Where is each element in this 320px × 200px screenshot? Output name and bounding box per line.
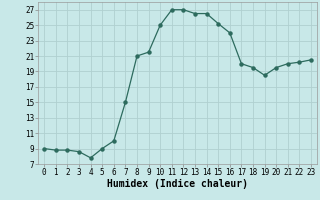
X-axis label: Humidex (Indice chaleur): Humidex (Indice chaleur) — [107, 179, 248, 189]
